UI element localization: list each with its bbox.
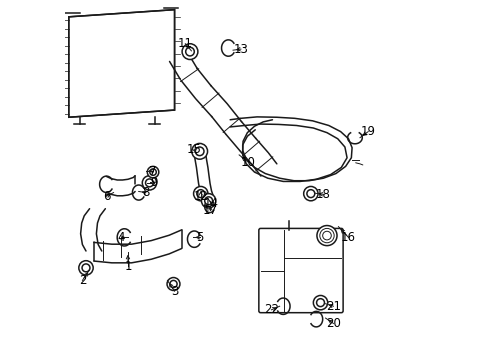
Circle shape bbox=[306, 190, 314, 198]
Circle shape bbox=[322, 231, 330, 240]
Text: 18: 18 bbox=[315, 188, 330, 201]
Text: 14: 14 bbox=[203, 197, 219, 210]
Text: 4: 4 bbox=[117, 231, 124, 244]
Circle shape bbox=[319, 228, 333, 243]
Text: 5: 5 bbox=[196, 231, 203, 244]
Circle shape bbox=[169, 280, 177, 288]
Circle shape bbox=[196, 190, 204, 198]
Text: 2: 2 bbox=[79, 274, 86, 287]
Text: 13: 13 bbox=[233, 42, 248, 55]
Text: 7: 7 bbox=[149, 165, 157, 177]
Circle shape bbox=[195, 147, 203, 156]
Text: 15: 15 bbox=[186, 143, 202, 156]
Text: 1: 1 bbox=[124, 260, 131, 273]
Text: 12: 12 bbox=[193, 190, 208, 203]
Circle shape bbox=[167, 278, 180, 291]
Text: 22: 22 bbox=[264, 303, 278, 316]
Text: 9: 9 bbox=[150, 176, 158, 189]
Circle shape bbox=[316, 299, 324, 307]
Circle shape bbox=[145, 179, 153, 187]
Circle shape bbox=[182, 44, 198, 59]
Circle shape bbox=[185, 47, 194, 56]
Circle shape bbox=[142, 176, 156, 190]
Text: 11: 11 bbox=[178, 37, 192, 50]
Text: 16: 16 bbox=[340, 231, 355, 244]
Text: 8: 8 bbox=[142, 186, 149, 199]
Text: 19: 19 bbox=[360, 125, 375, 138]
Circle shape bbox=[191, 143, 207, 159]
Circle shape bbox=[149, 169, 156, 175]
Text: 10: 10 bbox=[240, 156, 255, 168]
Circle shape bbox=[316, 226, 336, 246]
Circle shape bbox=[147, 166, 159, 178]
Text: 21: 21 bbox=[325, 300, 340, 313]
FancyBboxPatch shape bbox=[258, 228, 343, 313]
Circle shape bbox=[313, 296, 327, 310]
Circle shape bbox=[201, 194, 215, 208]
Polygon shape bbox=[69, 10, 174, 117]
Circle shape bbox=[82, 264, 90, 272]
Text: 6: 6 bbox=[102, 190, 110, 203]
Text: 17: 17 bbox=[203, 204, 218, 217]
Text: 3: 3 bbox=[170, 285, 178, 298]
Text: 20: 20 bbox=[325, 317, 340, 330]
Circle shape bbox=[79, 261, 93, 275]
Circle shape bbox=[303, 186, 317, 201]
Circle shape bbox=[204, 197, 212, 205]
Circle shape bbox=[193, 186, 207, 201]
